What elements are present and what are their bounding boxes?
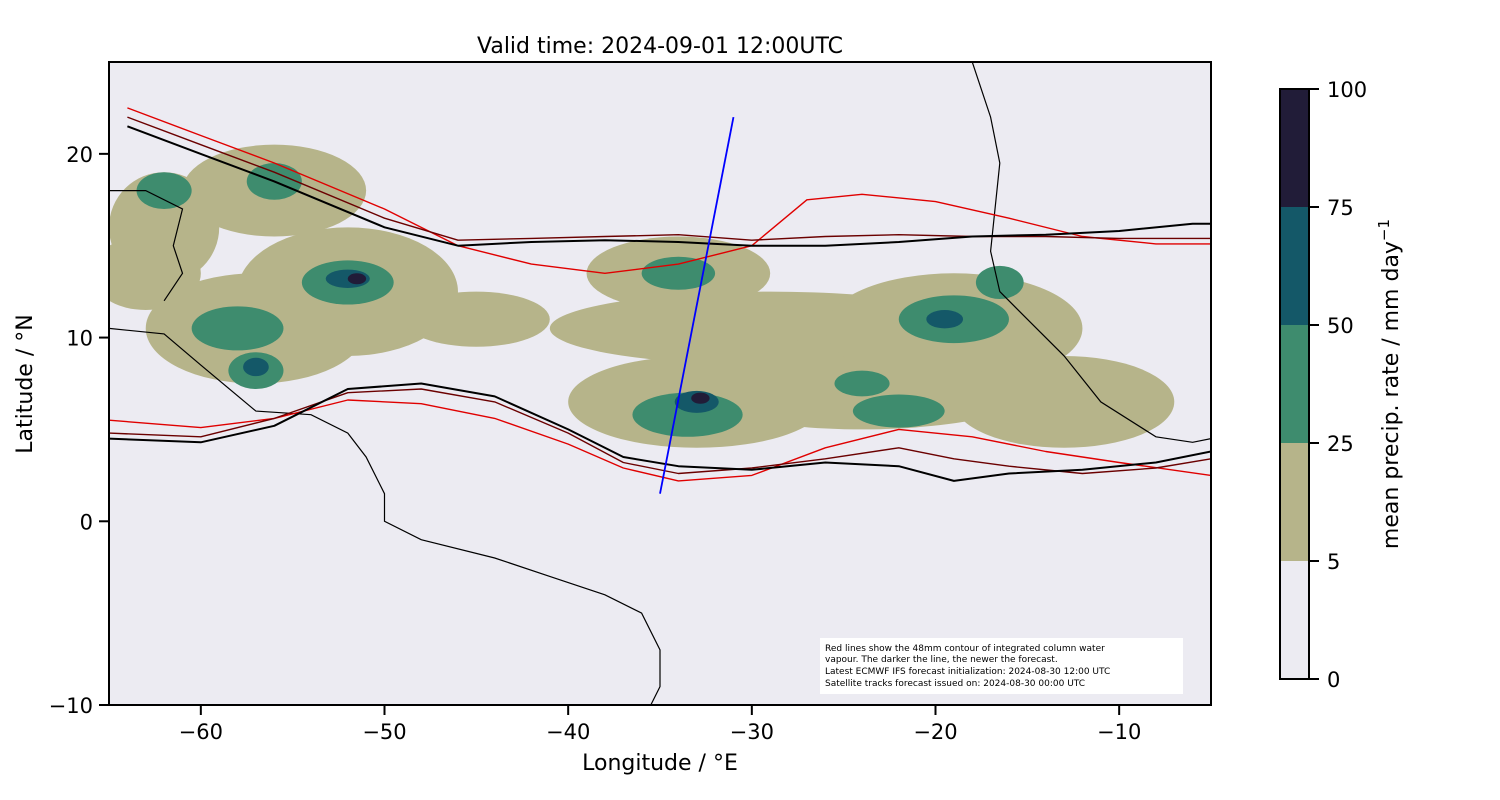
colorbar-band (1280, 443, 1309, 561)
satellite-track-layer (659, 116, 735, 494)
precip-cell (641, 256, 716, 290)
coastline (109, 190, 184, 302)
precip-cell (402, 291, 550, 347)
y-tick-label: 0 (80, 510, 93, 534)
map-plot-area[interactable] (91, 7, 1211, 705)
x-tick-label: −50 (362, 720, 406, 744)
colorbar-band (1280, 89, 1309, 207)
colorbar-band (1280, 561, 1309, 679)
colorbar-tick-label: 50 (1327, 314, 1354, 338)
coastline-layer (109, 62, 1211, 705)
x-tick-label: −10 (1097, 720, 1141, 744)
x-axis-label: Longitude / °E (582, 751, 738, 776)
x-tick-label: −40 (546, 720, 590, 744)
coastline (971, 62, 1211, 443)
colorbar-bands (1280, 89, 1309, 679)
iwv-contour-layer (109, 107, 1211, 482)
colorbar-tick-label: 25 (1327, 432, 1354, 456)
y-tick-label: 20 (66, 143, 93, 167)
colorbar-band (1280, 207, 1309, 325)
colorbar-frame (1279, 88, 1310, 680)
precipitation-layer (109, 144, 1175, 448)
precip-cell (109, 236, 201, 311)
y-axis-label: Latitude / °N (13, 314, 38, 453)
colorbar-band (1280, 325, 1309, 443)
precip-cell (191, 306, 284, 351)
annotation-line: vapour. The darker the line, the newer t… (825, 655, 1058, 665)
colorbar-tick-label: 5 (1327, 550, 1340, 574)
x-axis-ticks: −60 −50 −40 −30 −20 −10 (179, 705, 1141, 744)
plot-frame (108, 61, 1212, 706)
chart-title: Valid time: 2024-09-01 12:00UTC (477, 34, 843, 59)
coastline (109, 327, 661, 705)
precip-cell (975, 265, 1024, 299)
x-tick-label: −30 (730, 720, 774, 744)
precip-cell (834, 370, 890, 397)
iwv-contour-latest-south (109, 382, 1211, 482)
x-tick-label: −20 (913, 720, 957, 744)
annotation-line: Red lines show the 48mm contour of integ… (825, 644, 1105, 654)
annotation-line: Satellite tracks forecast issued on: 202… (825, 679, 1085, 689)
precip-cell (691, 392, 710, 404)
colorbar-label-exponent: −1 (1375, 219, 1393, 241)
precip-cell (926, 310, 964, 329)
precip-cell (852, 394, 945, 428)
iwv-contour-latest-north (127, 125, 1211, 247)
colorbar-tick-label: 75 (1327, 196, 1354, 220)
annotation-line: Latest ECMWF IFS forecast initialization… (825, 667, 1110, 677)
y-tick-label: −10 (49, 694, 93, 718)
colorbar-label-text: mean precip. rate / mm day (1379, 241, 1404, 549)
precip-cell (243, 357, 269, 377)
satellite-track (659, 116, 735, 494)
iwv-contour-older-north (127, 107, 1211, 274)
colorbar-tick-label: 0 (1327, 668, 1340, 692)
iwv-contour-older-south (109, 399, 1211, 482)
y-tick-label: 10 (66, 327, 93, 351)
iwv-contour-previous-north (127, 116, 1211, 241)
colorbar: 0 5 25 50 75 100 mean precip. rate / mm day−1 (1279, 78, 1404, 692)
precip-cell (347, 273, 367, 285)
annotation-box: Red lines show the 48mm contour of integ… (820, 638, 1183, 694)
colorbar-tick-label: 100 (1327, 78, 1367, 102)
colorbar-ticks: 0 5 25 50 75 100 (1309, 78, 1367, 692)
precip-cell (136, 172, 192, 209)
colorbar-label: mean precip. rate / mm day−1 (1375, 219, 1404, 549)
y-axis-ticks: 20 10 0 −10 (49, 143, 109, 718)
x-tick-label: −60 (179, 720, 223, 744)
precip-cell (953, 355, 1175, 448)
